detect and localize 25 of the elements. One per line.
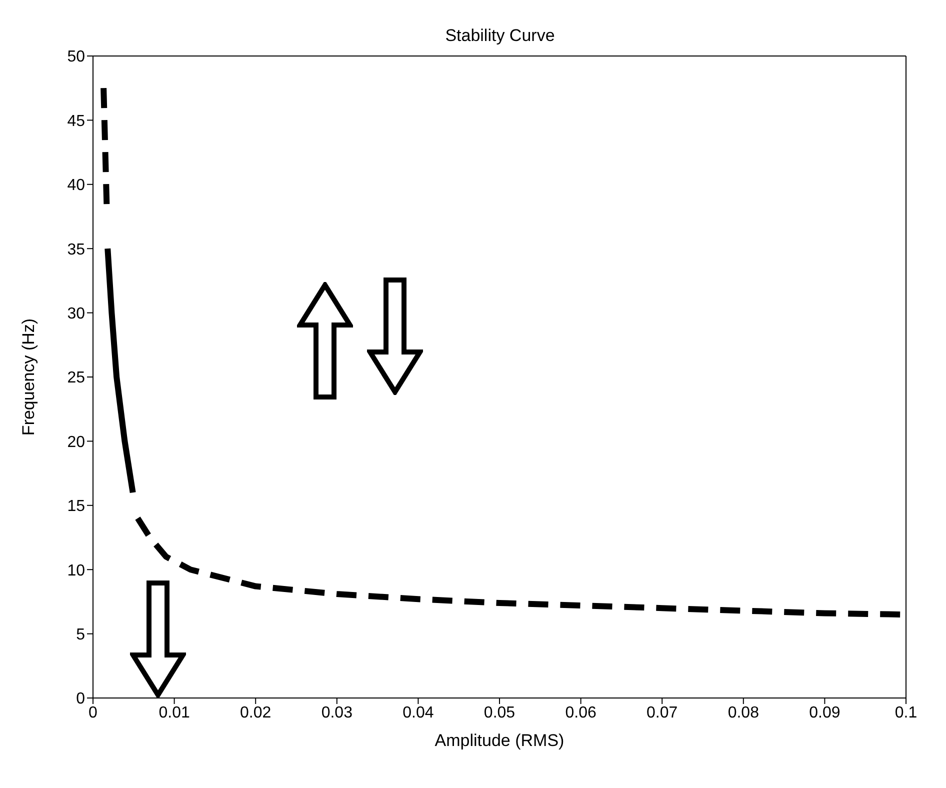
y-tick-label: 30 [67,305,86,322]
y-tick-label: 5 [76,626,86,644]
x-tick-label: 0.1 [894,704,918,722]
y-tick-label: 45 [67,112,86,130]
x-tick-label: 0.07 [646,704,678,722]
y-tick-label: 40 [67,177,86,194]
x-tick-label: 0.09 [809,704,840,722]
x-tick-label: 0.06 [565,704,596,722]
y-axis-title: Frequency (Hz) [19,318,38,436]
y-tick-label: 35 [67,241,86,258]
x-tick-label: 0.05 [484,704,516,722]
x-tick-label: 0 [88,704,98,722]
y-tick-label: 10 [67,562,86,580]
y-tick-label: 20 [67,434,86,451]
x-tick-label: 0.08 [728,704,760,722]
x-axis-title: Amplitude (RMS) [434,731,564,750]
x-tick-label: 0.01 [158,704,190,722]
y-tick-label: 25 [67,370,86,387]
y-tick-label: 0 [76,690,86,708]
x-tick-label: 0.04 [402,704,434,722]
x-tick-label: 0.03 [321,704,353,722]
y-tick-label: 15 [67,498,86,516]
chart-title: Stability Curve [444,26,556,46]
x-tick-label: 0.02 [240,704,272,722]
y-tick-label: 50 [67,48,86,66]
